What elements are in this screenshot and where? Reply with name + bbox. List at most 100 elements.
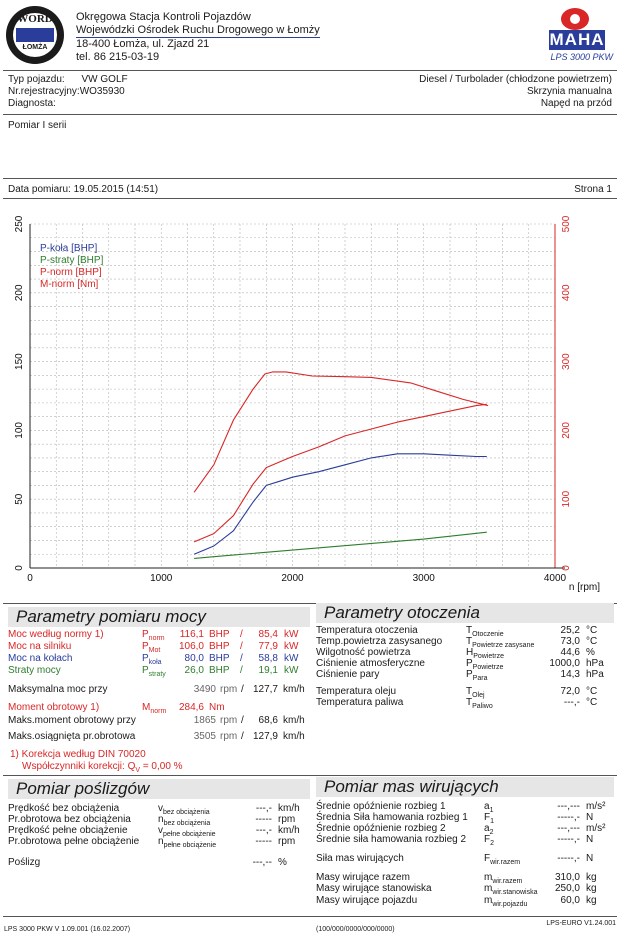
power-row-sep: /: [240, 629, 243, 640]
slip-values: Prędkość bez obciążenia vbez obciążenia --…: [8, 803, 310, 855]
series-line-3: [193, 371, 489, 493]
slip-param-value: ---,-: [255, 803, 272, 814]
rotating-row: Masy wirujące stanowiska mwir.stanowiska 2…: [316, 883, 614, 896]
rotating-row-unit: N: [586, 834, 594, 845]
environment-row-unit: %: [586, 647, 595, 658]
environment-row-sym: T: [466, 697, 473, 708]
chart-legend: P-koła [BHP]P-straty [BHP]P-norm [BHP]M-…: [40, 243, 104, 290]
legend-entry: M-norm [Nm]: [40, 279, 99, 290]
rotating-row-sym: F: [484, 812, 491, 823]
power-row-label: Moc według normy 1): [8, 629, 104, 640]
torque-label: Moment obrotowy 1): [8, 702, 100, 713]
max-torque-label: Maks.moment obrotowy przy: [8, 715, 136, 726]
rotating-row-sub: wir.stanowiska: [492, 889, 538, 896]
environment-row-value: 72,0: [560, 686, 580, 697]
y-right-tick-label: 500: [561, 215, 572, 232]
power-row: Moc na silniku PMot 106,0 BHP / 77,9 kW: [8, 641, 310, 655]
rotating-row-label: Średnie siła hamowania rozbieg 2: [316, 834, 467, 845]
environment-row-sub: Otoczenie: [472, 631, 504, 638]
power-row-sym: P: [142, 665, 149, 676]
rotating-row-symbol: Fwir.razem: [484, 853, 520, 867]
rotating-row-unit: kg: [586, 872, 597, 883]
environment-row-unit: °C: [586, 697, 598, 708]
rotating-row-sym: a: [484, 801, 490, 812]
rotating-row-sym: m: [484, 895, 493, 906]
slip-param-row: Pr.obrotowa bez obciążenia nbez obciążeni…: [8, 814, 310, 827]
slip-param-value: ---,-: [255, 825, 272, 836]
slip-param-label: Pr.obrotowa pełne obciążenie: [8, 836, 140, 847]
station-address: Okręgowa Stacja Kontroli Pojazdów Wojewó…: [76, 11, 320, 64]
environment-row-sub: Paliwo: [472, 703, 493, 710]
torque-value: 284,6: [178, 702, 204, 713]
y-left-tick-label: 250: [14, 215, 25, 232]
slip-section-title: Pomiar poślizgów: [8, 779, 310, 799]
max-rpm-speed: 127,9: [252, 731, 278, 742]
rotating-row-label: Masy wirujące pojazdu: [316, 895, 418, 906]
header: WORD ŁOMŻA Okręgowa Stacja Kontroli Poja…: [0, 0, 620, 70]
power-row-kw: 85,4: [258, 629, 278, 640]
series-line-2: [193, 403, 487, 543]
rpm-unit: rpm: [220, 684, 238, 695]
footer-right: LPS-EURO V1.24.001: [546, 920, 616, 927]
environment-row-label: Temp.powietrza zasysanego: [316, 636, 443, 647]
rotating-row-value: 250,0: [554, 883, 580, 894]
slip-param-sub: bez obciążenia: [163, 809, 210, 816]
environment-row-sub: Powietrze: [473, 653, 504, 660]
series-label: Pomiar I serii: [8, 120, 67, 131]
power-row-symbol: PMot: [142, 641, 160, 655]
slip-param-symbol: vpełne obciążenie: [158, 825, 216, 839]
slip-param-label: Prędkość pełne obciążenie: [8, 825, 128, 836]
power-row-sub: norm: [148, 635, 165, 642]
power-row-kw-unit: kW: [284, 641, 299, 652]
diagnostician-label: Diagnosta:: [8, 98, 56, 109]
maha-logo-text: MAHA: [549, 30, 605, 50]
drive-type: Napęd na przód: [540, 98, 612, 109]
power-row-sep: /: [240, 653, 243, 664]
rotating-row-symbol: mwir.pojazdu: [484, 895, 527, 909]
power-row-sep: /: [240, 641, 243, 652]
rotating-row-unit: m/s²: [586, 823, 606, 834]
environment-row-symbol: PPowietrze: [466, 658, 503, 672]
environment-row-sub: Para: [472, 675, 488, 682]
slip-row: Poślizg ---,-- %: [8, 857, 310, 869]
max-torque-rpm: 1865: [193, 715, 216, 726]
reg-value: WO35930: [79, 86, 125, 97]
rotating-row-label: Średnie opóźnienie rozbieg 1: [316, 801, 446, 812]
environment-section: Parametry otoczenia Temperatura otoczeni…: [316, 603, 614, 723]
chart-grid: [30, 223, 556, 568]
power-row: Moc według normy 1) Pnorm 116,1 BHP / 85,4 kW: [8, 629, 310, 643]
power-row-sym: P: [142, 653, 149, 664]
slip-param-unit: km/h: [278, 803, 300, 814]
slip-param-symbol: npełne obciążenie: [158, 836, 216, 850]
rotating-row-sub: 2: [490, 840, 495, 847]
slip-param-row: Pr.obrotowa pełne obciążenie npełne obcią…: [8, 836, 310, 850]
y-right-tick-label: 400: [561, 284, 572, 301]
power-row-bhp-unit: BHP: [209, 653, 230, 664]
footer-center: (100/000/0000/000/0000): [316, 926, 395, 933]
environment-row: Temp.powietrza zasysanego TPowietrze zasy…: [316, 636, 614, 650]
power-row-symbol: Pnorm: [142, 629, 165, 643]
power-row-kw-unit: kW: [284, 629, 299, 640]
environment-row-value: 25,2: [560, 625, 580, 636]
environment-row-unit: hPa: [586, 669, 604, 680]
vehicle-info: Typ pojazdu: VW GOLF Nr.rejestracyjny:WO…: [8, 74, 612, 114]
torque-unit: Nm: [209, 702, 225, 713]
environment-row-sub: Powietrze: [472, 664, 504, 671]
y-left-tick-label: 50: [14, 493, 25, 505]
reg-label: Nr.rejestracyjny:: [8, 86, 80, 97]
y-right-tick-label: 300: [561, 353, 572, 370]
environment-row-sub: Powietrze zasysane: [472, 642, 535, 649]
max-torque-row: Maks.moment obrotowy przy 1865 rpm / 68,…: [8, 715, 305, 726]
power-row-label: Straty mocy: [8, 665, 61, 676]
rotating-row-symbol: a2: [484, 823, 493, 837]
x-tick-label: 0: [27, 573, 33, 584]
power-row-bhp-unit: BHP: [209, 629, 230, 640]
rotating-row-sym: m: [484, 872, 493, 883]
slip-unit: %: [278, 857, 287, 868]
norm-note-text: 1) Korekcja według DIN 70020: [10, 749, 146, 760]
power-row-symbol: Pkoła: [142, 653, 162, 667]
environment-row-symbol: TPowietrze zasysane: [466, 636, 534, 650]
maha-logo: MAHA LPS 3000 PKW: [541, 6, 615, 66]
rotating-row-value: -----,-: [557, 812, 580, 823]
